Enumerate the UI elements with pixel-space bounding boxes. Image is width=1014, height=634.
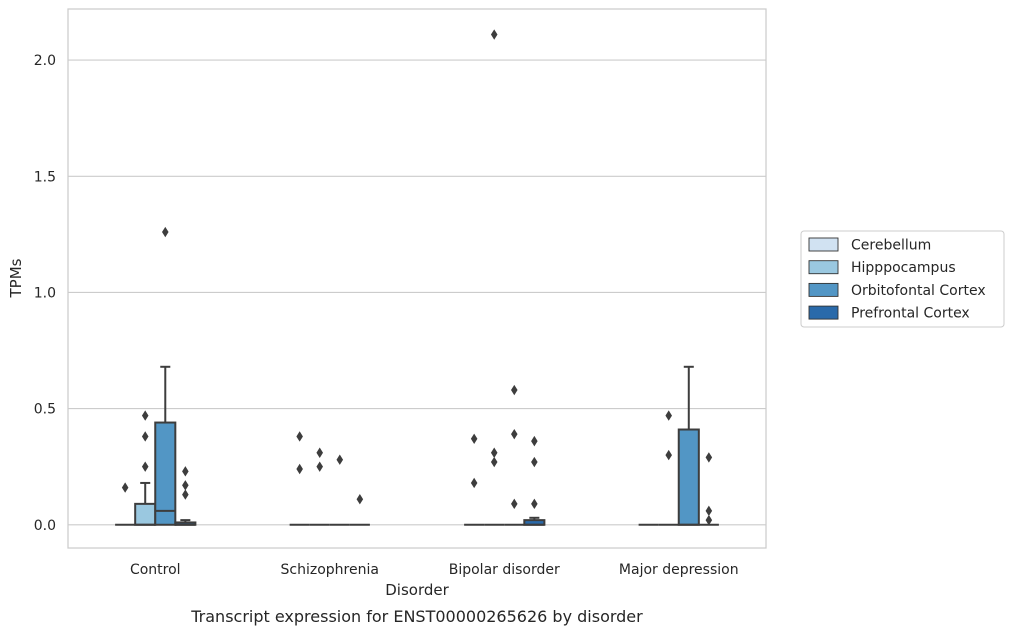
- outlier-point: [162, 226, 169, 238]
- outlier-point: [356, 494, 364, 505]
- outlier-point: [531, 456, 538, 468]
- legend-swatch: [808, 282, 839, 297]
- y-tick-label: 2.0: [34, 53, 56, 69]
- outlier-point: [531, 498, 538, 510]
- box-3-1: [349, 494, 370, 526]
- legend-label: Hipppocampus: [851, 260, 956, 276]
- legend-label: Cerebellum: [851, 238, 931, 254]
- outlier-point: [665, 410, 672, 421]
- box-body: [677, 428, 700, 526]
- legend-item: Prefrontal Cortex: [808, 305, 970, 322]
- box-body: [154, 421, 177, 526]
- outlier-point: [296, 431, 303, 442]
- outlier-point: [182, 466, 189, 477]
- legend-label: Orbitofontal Cortex: [851, 283, 986, 299]
- box-2-1: [329, 454, 350, 526]
- outlier-point: [665, 449, 672, 461]
- x-tick-label: Control: [130, 562, 181, 578]
- y-tick-label: 1.0: [34, 285, 56, 301]
- outlier-point: [705, 452, 713, 463]
- x-tick-label: Major depression: [619, 562, 739, 578]
- box-3-0: [174, 466, 197, 526]
- outlier-point: [511, 428, 518, 440]
- x-tick-label: Bipolar disorder: [449, 562, 560, 578]
- box-0-1: [289, 431, 310, 526]
- outlier-point: [141, 410, 149, 421]
- x-axis-ticks: Control Schizophrenia Bipolar disorder Majo…: [130, 562, 739, 578]
- outlier-point: [705, 505, 713, 517]
- y-tick-label: 1.5: [34, 169, 56, 185]
- y-axis-ticks: 0.0 0.5 1.0 1.5 2.0: [34, 53, 56, 534]
- outlier-point: [490, 456, 498, 468]
- outlier-point: [470, 477, 478, 489]
- chart-caption: Transcript expression for ENST0000026562…: [190, 607, 643, 626]
- legend-swatch: [808, 237, 839, 252]
- outlier-point: [705, 514, 713, 526]
- box-3-3: [698, 452, 719, 526]
- legend-item: Cerebellum: [808, 237, 931, 254]
- box-2-3: [677, 365, 700, 526]
- box-0-0: [115, 482, 136, 526]
- outlier-point: [490, 29, 498, 40]
- outlier-point: [141, 431, 149, 442]
- outlier-point: [336, 454, 344, 465]
- box-2-0: [154, 226, 177, 526]
- outlier-point: [141, 461, 149, 472]
- outlier-point: [490, 447, 498, 458]
- box-body: [134, 502, 157, 526]
- legend-item: Hipppocampus: [808, 260, 956, 276]
- y-tick-label: 0.0: [34, 518, 56, 534]
- outlier-point: [511, 384, 518, 396]
- legend-item: Orbitofontal Cortex: [808, 282, 986, 299]
- legend-swatch: [808, 260, 839, 275]
- legend: Cerebellum Hipppocampus Orbitofontal Corte…: [800, 230, 1005, 328]
- outlier-point: [511, 498, 518, 510]
- box-3-2: [523, 435, 546, 526]
- box-0-2: [464, 433, 485, 526]
- outlier-point: [316, 461, 323, 472]
- box-2-2: [504, 384, 525, 526]
- box-1-1: [309, 447, 330, 526]
- outlier-point: [121, 482, 129, 493]
- outlier-point: [182, 480, 189, 491]
- outlier-point: [316, 447, 323, 458]
- outlier-point: [182, 489, 189, 500]
- outlier-point: [470, 433, 478, 445]
- box-1-2: [484, 29, 505, 526]
- x-axis-label: Disorder: [385, 581, 449, 599]
- box-1-3: [658, 410, 679, 526]
- x-tick-label: Schizophrenia: [281, 562, 379, 578]
- legend-swatch: [808, 305, 839, 320]
- y-tick-label: 0.5: [34, 402, 56, 418]
- outlier-point: [531, 435, 538, 447]
- plot-background: [68, 9, 766, 548]
- box-plots: [115, 29, 719, 526]
- y-axis-label: TPMs: [7, 258, 25, 298]
- legend-label: Prefrontal Cortex: [851, 306, 970, 322]
- outlier-point: [296, 463, 303, 475]
- plot-frame: [67, 8, 767, 549]
- legend-frame: [800, 230, 1005, 328]
